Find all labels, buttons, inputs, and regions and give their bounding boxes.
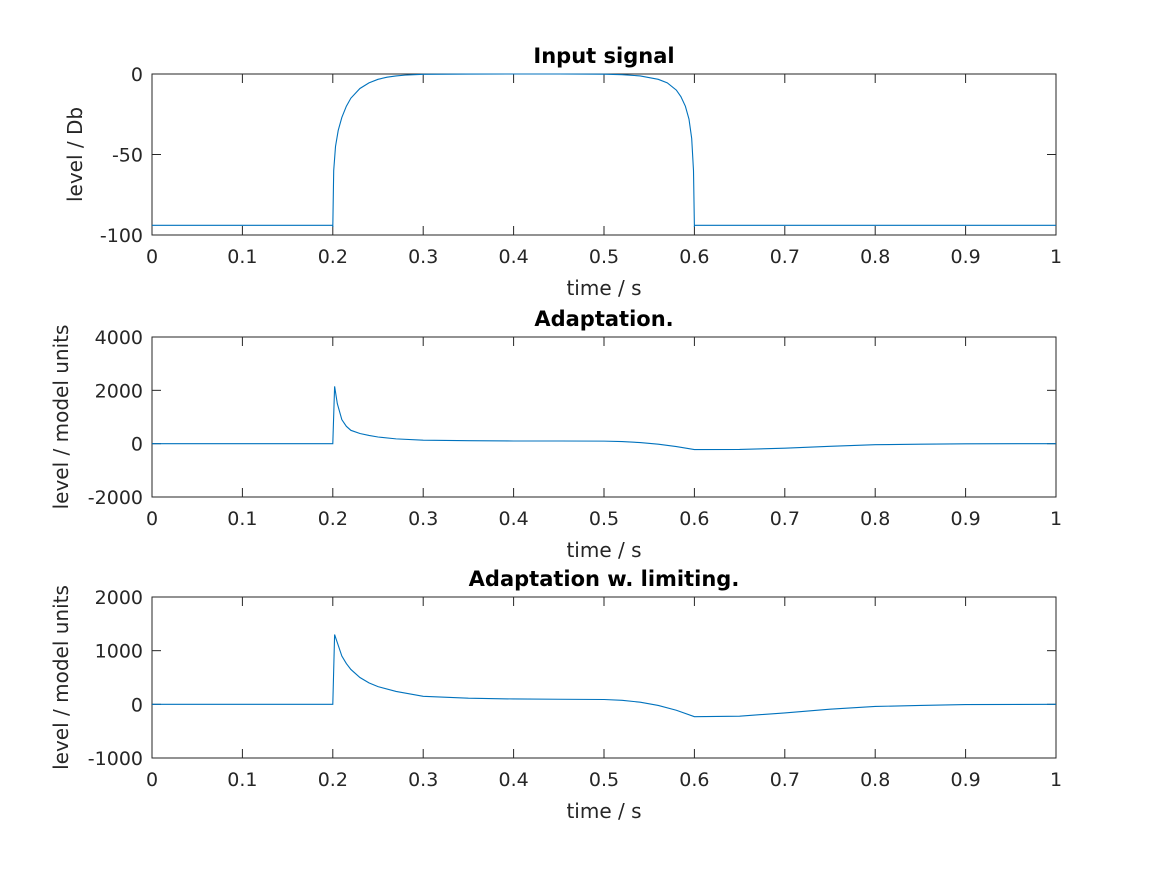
x-axis-label: time / s	[566, 799, 641, 823]
x-tick-label: 0.7	[770, 769, 800, 791]
series-line-input	[152, 73, 1056, 227]
x-tick-label: 0.5	[589, 246, 619, 268]
x-tick-label: 0.8	[860, 769, 890, 791]
plot-area-2	[151, 336, 1057, 498]
plot-area-3	[151, 596, 1057, 759]
x-tick-label: 0.3	[408, 769, 438, 791]
x-tick-label: 0.6	[679, 508, 709, 530]
x-tick-label: 0.5	[589, 508, 619, 530]
y-axis-label: level / model units	[49, 325, 73, 510]
chart-title: Input signal	[533, 44, 674, 68]
y-axis-label: level / model units	[49, 585, 73, 770]
x-tick-label: 0.1	[227, 508, 257, 530]
series-line-adaptation	[152, 386, 1057, 451]
x-tick-label: 0.2	[318, 769, 348, 791]
y-tick-label: 2000	[95, 587, 143, 609]
y-tick-label: 0	[131, 434, 143, 456]
x-tick-label: 0.3	[408, 508, 438, 530]
x-axis-label: time / s	[566, 538, 641, 562]
chart-title: Adaptation w. limiting.	[469, 567, 740, 591]
x-tick-label: 0.4	[498, 508, 528, 530]
x-tick-label: 0.1	[227, 246, 257, 268]
x-tick-label: 0.2	[318, 246, 348, 268]
y-axis-label: level / Db	[63, 107, 87, 202]
x-tick-label: 0.8	[860, 246, 890, 268]
x-tick-label: 0.7	[770, 508, 800, 530]
x-tick-label: 0.8	[860, 508, 890, 530]
x-tick-label: 1	[1050, 246, 1062, 268]
x-tick-label: 0.6	[679, 769, 709, 791]
x-tick-label: 0.2	[318, 508, 348, 530]
x-tick-label: 0.5	[589, 769, 619, 791]
y-tick-label: 0	[131, 64, 143, 86]
x-tick-label: 1	[1050, 508, 1062, 530]
plot-area-1	[151, 73, 1057, 236]
y-tick-label: 4000	[95, 327, 143, 349]
x-tick-label: 0.3	[408, 246, 438, 268]
y-tick-label: -1000	[88, 748, 143, 770]
x-tick-label: 0	[146, 769, 158, 791]
y-tick-label: -2000	[88, 487, 143, 509]
x-tick-label: 0.9	[950, 508, 980, 530]
y-tick-label: -50	[112, 145, 143, 167]
y-tick-label: 2000	[95, 380, 143, 402]
x-tick-label: 0.7	[770, 246, 800, 268]
chart-title: Adaptation.	[534, 307, 673, 331]
x-tick-label: 0.1	[227, 769, 257, 791]
x-tick-label: 0.9	[950, 769, 980, 791]
y-tick-label: -100	[100, 225, 143, 247]
x-axis-label: time / s	[566, 276, 641, 300]
x-tick-label: 0	[146, 508, 158, 530]
x-tick-label: 0	[146, 246, 158, 268]
y-tick-label: 1000	[95, 641, 143, 663]
x-tick-label: 0.4	[498, 769, 528, 791]
y-tick-label: 0	[131, 694, 143, 716]
series-line-adaptation-limited	[152, 634, 1057, 718]
x-tick-label: 0.4	[498, 246, 528, 268]
x-tick-label: 1	[1050, 769, 1062, 791]
x-tick-label: 0.6	[679, 246, 709, 268]
x-tick-label: 0.9	[950, 246, 980, 268]
